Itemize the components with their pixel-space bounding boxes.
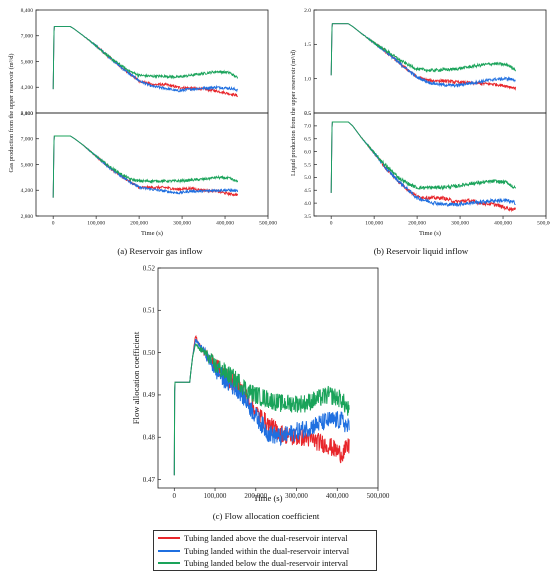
plot-frame bbox=[157, 267, 379, 489]
y-tick-label: 7,000 bbox=[21, 137, 34, 143]
y-tick-label: 0.52 bbox=[143, 264, 156, 272]
series-line-above bbox=[52, 26, 239, 98]
y-tick-label: 3.5 bbox=[304, 214, 311, 220]
y-tick-label: 0.48 bbox=[143, 434, 156, 442]
y-tick-label: 7,000 bbox=[21, 34, 34, 40]
chart-a-top: 2,800 4,200 5,600 7,000 8,400 bbox=[21, 8, 269, 117]
y-tick-label: 5,600 bbox=[21, 59, 34, 65]
x-tick-label: 400,000 bbox=[494, 221, 512, 227]
y-tick-label: 4.0 bbox=[304, 201, 311, 207]
plot-frame bbox=[313, 112, 547, 217]
x-tick-label: 300,000 bbox=[173, 221, 191, 227]
chart-a-xlabel: Time (s) bbox=[141, 230, 163, 237]
legend-item-within: Tubing landed within the dual-reservoir … bbox=[158, 545, 349, 557]
legend-label-above: Tubing landed above the dual-reservoir i… bbox=[184, 533, 348, 543]
legend-label-below: Tubing landed below the dual-reservoir i… bbox=[184, 558, 349, 568]
x-tick-label: 200,000 bbox=[244, 492, 267, 500]
x-tick-label: 200,000 bbox=[130, 221, 148, 227]
x-tick-label: 200,000 bbox=[408, 221, 426, 227]
y-tick-label: 0.50 bbox=[143, 349, 156, 357]
x-tick-label: 0 bbox=[52, 221, 55, 227]
y-tick-label: 2,800 bbox=[21, 111, 34, 117]
series-line-below bbox=[52, 135, 239, 198]
legend-swatch-above bbox=[158, 537, 180, 539]
y-tick-label: 4,200 bbox=[21, 85, 34, 91]
y-tick-label: 2.0 bbox=[304, 8, 311, 14]
series-line-below bbox=[330, 121, 517, 193]
y-tick-label: 0.47 bbox=[143, 476, 156, 484]
chart-c: 0.47 0.48 0.49 0.50 0.51 0.52 0 100,000 200,000 3… bbox=[143, 264, 390, 500]
legend-item-above: Tubing landed above the dual-reservoir i… bbox=[158, 532, 348, 544]
x-tick-label: 400,000 bbox=[326, 492, 349, 500]
y-tick-label: 1.0 bbox=[304, 76, 311, 82]
x-tick-label: 100,000 bbox=[365, 221, 383, 227]
plot-frame bbox=[35, 9, 269, 114]
series-line-within bbox=[52, 135, 239, 198]
y-tick-label: 6.5 bbox=[304, 137, 311, 143]
series-line-below bbox=[173, 343, 350, 476]
legend-item-below: Tubing landed below the dual-reservoir i… bbox=[158, 557, 348, 569]
series-line-above bbox=[330, 121, 517, 213]
series-line-below bbox=[330, 23, 517, 76]
series-line-below bbox=[52, 26, 239, 90]
caption-a: (a) Reservoir gas inflow bbox=[117, 246, 203, 256]
series-line-within bbox=[330, 23, 516, 88]
chart-b-top: 0.5 1.0 1.5 2.0 bbox=[304, 8, 547, 117]
y-tick-label: 8,400 bbox=[21, 8, 34, 14]
series-line-within bbox=[173, 338, 350, 476]
x-tick-label: 500,000 bbox=[537, 221, 550, 227]
chart-b-ylabel: Liquid production from the upper reservo… bbox=[290, 50, 297, 176]
y-tick-label: 7.0 bbox=[304, 124, 311, 130]
y-tick-label: 0.51 bbox=[143, 307, 156, 315]
plot-frame bbox=[35, 112, 269, 217]
y-tick-label: 0.49 bbox=[143, 391, 156, 399]
y-tick-label: 2,800 bbox=[21, 214, 34, 220]
legend-swatch-below bbox=[158, 562, 180, 564]
x-tick-label: 300,000 bbox=[451, 221, 469, 227]
chart-c-ylabel: Flow allocation coefficient bbox=[131, 331, 141, 424]
plot-frame bbox=[313, 9, 547, 114]
y-tick-label: 5,600 bbox=[21, 162, 34, 168]
y-tick-label: 5.5 bbox=[304, 162, 311, 168]
y-tick-label: 1.5 bbox=[304, 42, 311, 48]
caption-c: (c) Flow allocation coefficient bbox=[213, 511, 320, 521]
caption-b: (b) Reservoir liquid inflow bbox=[374, 246, 469, 256]
x-tick-label: 100,000 bbox=[87, 221, 105, 227]
legend-label-within: Tubing landed within the dual-reservoir … bbox=[184, 545, 350, 556]
x-tick-label: 300,000 bbox=[285, 492, 308, 500]
y-tick-label: 0.5 bbox=[304, 111, 311, 117]
x-tick-label: 0 bbox=[173, 492, 177, 500]
legend: Tubing landed above the dual-reservoir i… bbox=[153, 530, 377, 571]
x-tick-label: 0 bbox=[330, 221, 333, 227]
chart-c-xlabel: Time (s) bbox=[253, 493, 282, 503]
y-tick-label: 4.5 bbox=[304, 188, 311, 194]
x-tick-label: 400,000 bbox=[216, 221, 234, 227]
y-tick-label: 4,200 bbox=[21, 188, 34, 194]
y-tick-label: 6.0 bbox=[304, 149, 311, 155]
chart-b-xlabel: Time (s) bbox=[419, 230, 441, 237]
chart-b-bottom: 3.5 4.0 4.5 5.0 5.5 6.0 6.5 7.0 7.5 0 100,000 200,0… bbox=[304, 111, 550, 227]
x-tick-label: 500,000 bbox=[367, 492, 390, 500]
chart-a-ylabel: Gas production from the upper reservoir … bbox=[8, 53, 15, 172]
x-tick-label: 500,000 bbox=[259, 221, 277, 227]
y-tick-label: 8,400 bbox=[21, 111, 34, 117]
x-tick-label: 100,000 bbox=[204, 492, 227, 500]
chart-a-bottom: 2,800 4,200 5,600 7,000 8,400 0 100,000 200,000… bbox=[21, 111, 278, 227]
y-tick-label: 7.5 bbox=[304, 111, 311, 117]
y-tick-label: 5.0 bbox=[304, 175, 311, 181]
legend-swatch-within bbox=[158, 549, 180, 552]
